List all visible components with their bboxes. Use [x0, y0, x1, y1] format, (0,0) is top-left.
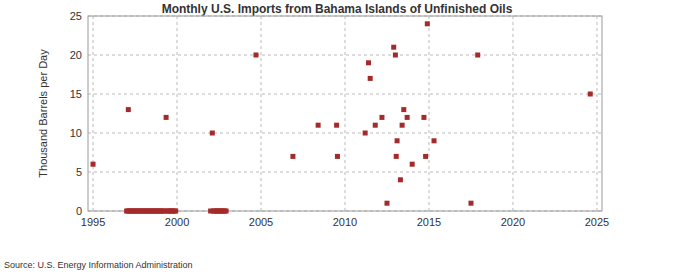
- grid-line: [512, 16, 513, 211]
- point: [126, 107, 131, 112]
- points: [91, 21, 593, 213]
- point: [224, 209, 229, 214]
- point: [425, 21, 430, 26]
- x-tick-label: 2025: [585, 216, 609, 228]
- point: [432, 138, 437, 143]
- point: [475, 53, 480, 58]
- point: [398, 177, 403, 182]
- grid-line: [261, 16, 262, 211]
- y-tick-label: 20: [70, 49, 82, 61]
- x-tick-label: 2005: [249, 216, 273, 228]
- chart: Monthly U.S. Imports from Bahama Islands…: [0, 0, 675, 275]
- x-tick-label: 2000: [165, 216, 189, 228]
- y-tick-label: 10: [70, 127, 82, 139]
- x-tick-label: 1995: [81, 216, 105, 228]
- grid-line: [596, 16, 597, 211]
- point: [401, 107, 406, 112]
- point: [395, 138, 400, 143]
- point: [400, 123, 405, 128]
- point: [164, 115, 169, 120]
- point: [363, 131, 368, 136]
- grid-line: [428, 16, 429, 211]
- point: [410, 162, 415, 167]
- x-tick-label: 2010: [333, 216, 357, 228]
- point: [368, 76, 373, 81]
- point: [405, 115, 410, 120]
- point: [393, 53, 398, 58]
- y-label: Thousand Barrels per Day: [37, 49, 49, 178]
- y-tick-label: 25: [70, 10, 82, 22]
- grid-line: [345, 16, 346, 211]
- grid-line: [93, 16, 94, 211]
- point: [468, 201, 473, 206]
- point: [384, 201, 389, 206]
- x-tick-label: 2015: [417, 216, 441, 228]
- point: [421, 115, 426, 120]
- point: [253, 53, 258, 58]
- point: [423, 154, 428, 159]
- point: [91, 162, 96, 167]
- point: [173, 209, 178, 214]
- x-tick-label: 2020: [501, 216, 525, 228]
- plot-frame: [88, 16, 602, 211]
- point: [210, 131, 215, 136]
- y-tick-label: 5: [76, 166, 82, 178]
- point: [379, 115, 384, 120]
- point: [394, 154, 399, 159]
- source: Source: U.S. Energy Information Administ…: [4, 260, 193, 270]
- point: [316, 123, 321, 128]
- point: [334, 123, 339, 128]
- point: [335, 154, 340, 159]
- point: [290, 154, 295, 159]
- title: Monthly U.S. Imports from Bahama Islands…: [162, 2, 513, 16]
- point: [588, 92, 593, 97]
- point: [366, 60, 371, 65]
- point: [373, 123, 378, 128]
- grid-line: [177, 16, 178, 211]
- y-tick-label: 15: [70, 88, 82, 100]
- point: [391, 45, 396, 50]
